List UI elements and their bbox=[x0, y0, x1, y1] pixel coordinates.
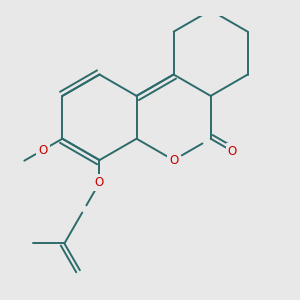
Text: O: O bbox=[169, 154, 178, 166]
Text: O: O bbox=[38, 143, 47, 157]
Text: O: O bbox=[228, 145, 237, 158]
Text: O: O bbox=[95, 176, 104, 189]
